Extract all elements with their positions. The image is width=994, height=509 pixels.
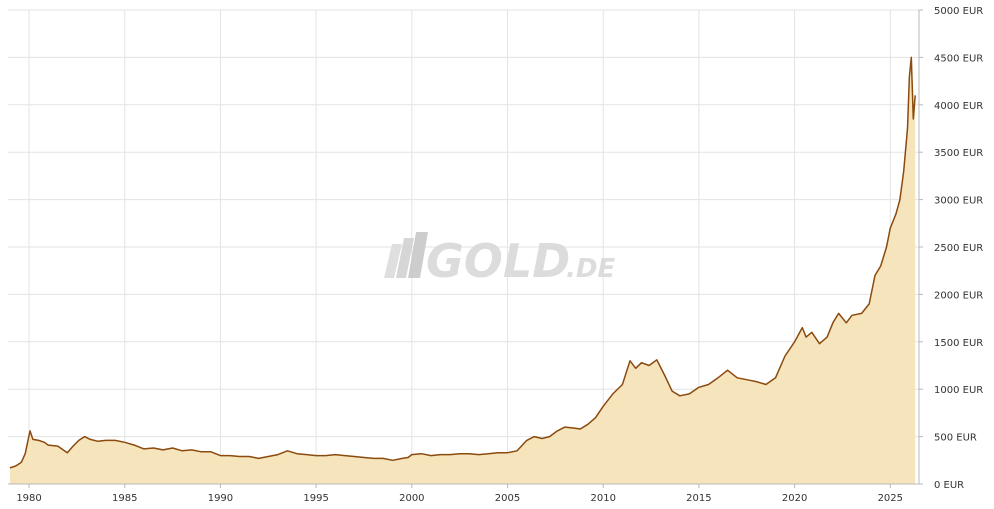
y-tick-label-4500: 4500 EUR (934, 53, 983, 64)
y-tick-label-5000: 5000 EUR (934, 6, 983, 17)
x-tick-label-1985: 1985 (112, 493, 137, 504)
x-tick-label-1990: 1990 (208, 493, 233, 504)
y-tick-label-2000: 2000 EUR (934, 290, 983, 301)
y-tick-label-2500: 2500 EUR (934, 243, 983, 254)
y-tick-label-3500: 3500 EUR (934, 148, 983, 159)
y-tick-label-3000: 3000 EUR (934, 196, 983, 207)
watermark-logo-bar-1 (384, 244, 402, 278)
gold-de-watermark: GOLD .DE (384, 232, 615, 288)
y-axis-ticks: 0 EUR 500 EUR 1000 EUR 1500 EUR 2000 EUR 2500… (919, 6, 983, 491)
area-layer (9, 56, 916, 485)
y-tick-label-0: 0 EUR (934, 480, 964, 491)
x-tick-label-2005: 2005 (495, 493, 520, 504)
y-tick-label-1000: 1000 EUR (934, 385, 983, 396)
x-tick-label-1995: 1995 (303, 493, 328, 504)
watermark-logo-bar-3 (408, 232, 428, 278)
price-line (9, 56, 916, 469)
x-tick-label-2000: 2000 (399, 493, 424, 504)
x-tick-label-2015: 2015 (686, 493, 711, 504)
y-tick-label-500: 500 EUR (934, 433, 977, 444)
x-tick-label-2025: 2025 (878, 493, 903, 504)
x-tick-label-2010: 2010 (590, 493, 615, 504)
watermark-suffix: .DE (566, 254, 615, 284)
y-tick-label-1500: 1500 EUR (934, 338, 983, 349)
x-tick-label-1980: 1980 (16, 493, 41, 504)
watermark-brand: GOLD (426, 234, 570, 288)
watermark-logo-bar-2 (396, 238, 414, 278)
y-tick-label-4000: 4000 EUR (934, 101, 983, 112)
x-tick-label-2020: 2020 (782, 493, 807, 504)
x-axis-ticks: 1980 1985 1990 1995 2000 2005 2010 2015 2020 2025 (16, 484, 903, 504)
